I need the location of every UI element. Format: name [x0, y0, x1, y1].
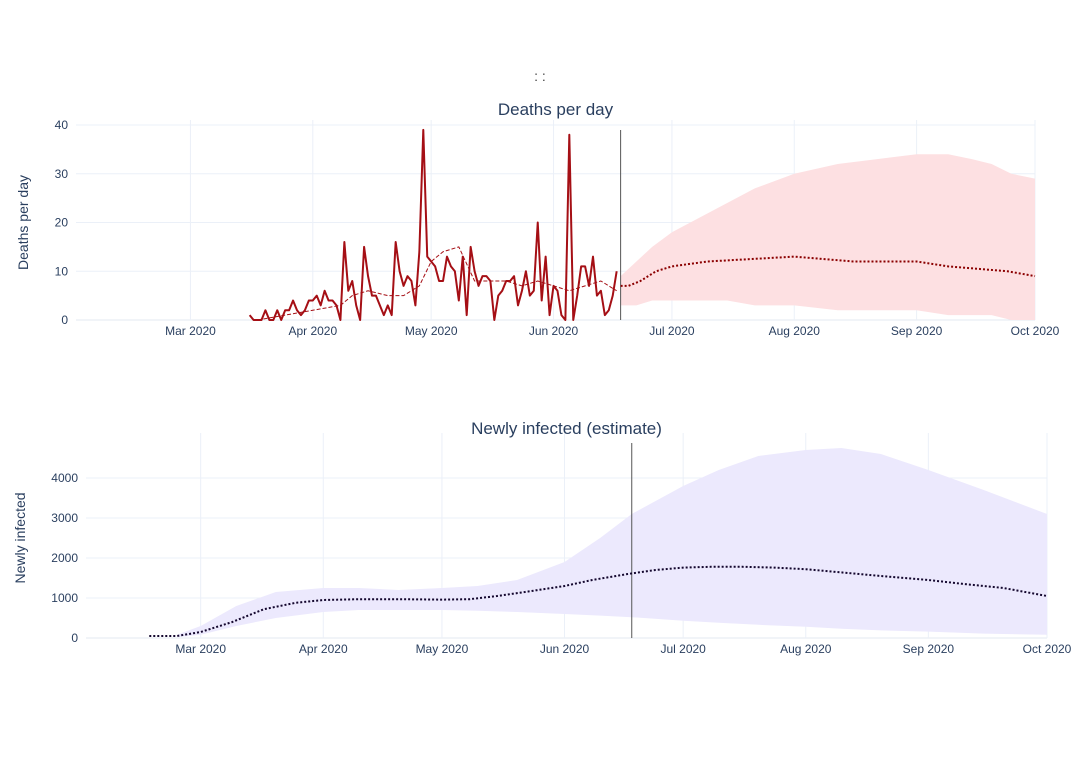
x-tick-label: Apr 2020	[299, 642, 348, 656]
y-tick-label: 0	[71, 631, 78, 645]
chart-deaths: 0 10 20 30 40 Mar 2020 Apr 2020 May 2020 Jun 202…	[15, 100, 1060, 338]
x-tick-label: Jun 2020	[529, 324, 579, 338]
confidence-band	[620, 154, 1035, 320]
y-tick-label: 20	[55, 216, 69, 230]
chart-infected: 0 1000 2000 3000 4000 Mar 2020 Apr 2020 May 202…	[12, 419, 1072, 656]
x-tick-label: Mar 2020	[175, 642, 226, 656]
x-tick-label: Oct 2020	[1011, 324, 1060, 338]
x-tick-label: Apr 2020	[288, 324, 337, 338]
x-tick-label: Mar 2020	[165, 324, 216, 338]
x-tick-label: Oct 2020	[1023, 642, 1072, 656]
x-tick-label: Sep 2020	[891, 324, 943, 338]
x-tick-label: May 2020	[405, 324, 458, 338]
x-tick-label: Aug 2020	[780, 642, 832, 656]
x-tick-label: Jun 2020	[540, 642, 590, 656]
x-tick-label: Aug 2020	[769, 324, 821, 338]
x-tick-label: Sep 2020	[903, 642, 955, 656]
y-tick-label: 3000	[51, 511, 78, 525]
y-tick-label: 30	[55, 167, 69, 181]
y-tick-label: 2000	[51, 551, 78, 565]
x-tick-label: Jul 2020	[660, 642, 706, 656]
y-tick-label: 0	[61, 313, 68, 327]
y-tick-label: 4000	[51, 471, 78, 485]
y-tick-label: 40	[55, 118, 69, 132]
chart-title: Deaths per day	[498, 100, 614, 119]
y-axis-title: Newly infected	[12, 492, 28, 583]
confidence-band	[176, 448, 1047, 638]
y-tick-label: 1000	[51, 591, 78, 605]
y-axis-title: Deaths per day	[15, 175, 31, 270]
page-header: : :	[534, 68, 546, 84]
chart-title: Newly infected (estimate)	[471, 419, 662, 438]
x-tick-label: May 2020	[416, 642, 469, 656]
observed-deaths-line	[248, 128, 618, 321]
observed-average-line	[257, 246, 617, 321]
y-tick-label: 10	[55, 264, 69, 278]
x-tick-label: Jul 2020	[649, 324, 695, 338]
